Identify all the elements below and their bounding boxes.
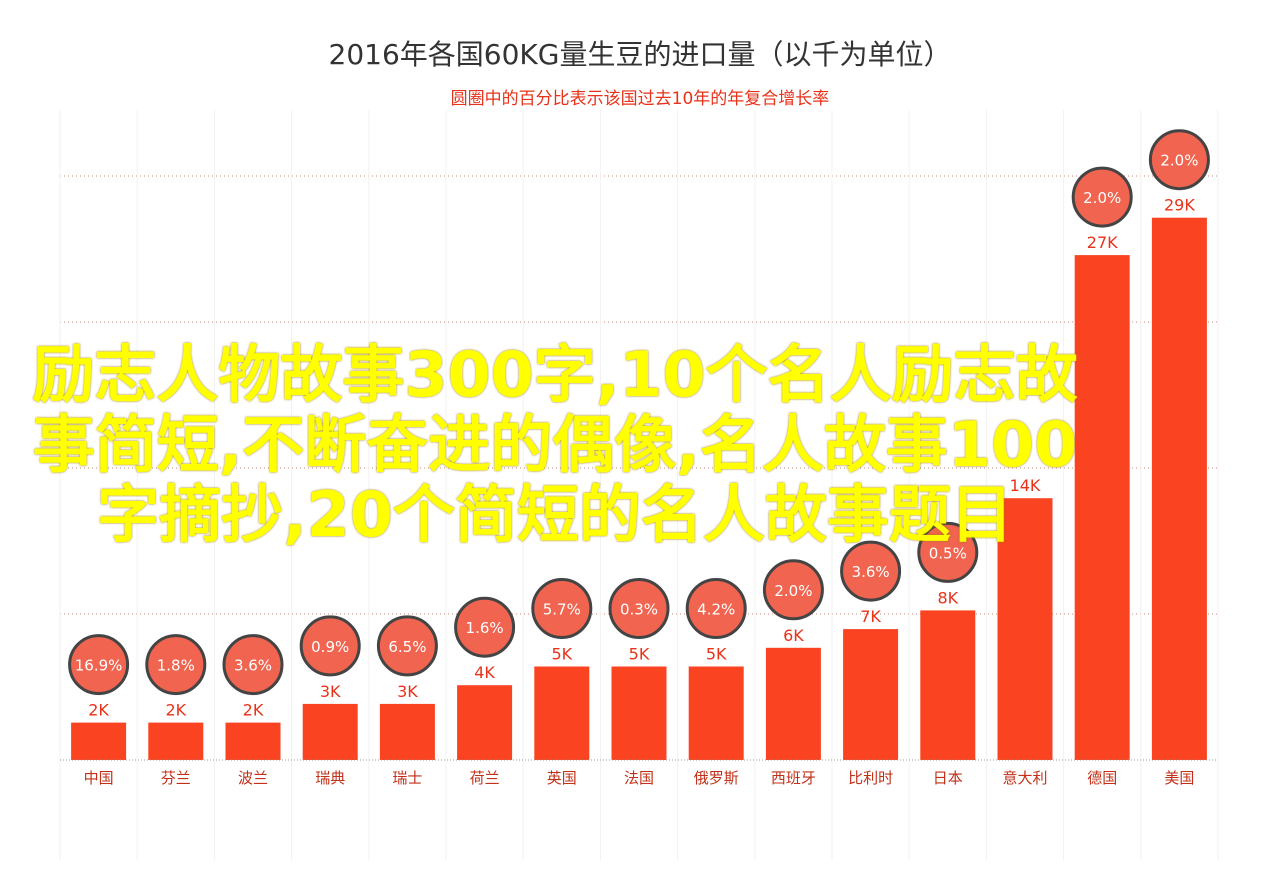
- cagr-circle: [608, 578, 670, 639]
- value-label: 29K: [1164, 196, 1195, 215]
- category-label: 德国: [1087, 769, 1117, 787]
- cagr-label: 2.0%: [1160, 152, 1198, 170]
- bar: [1074, 255, 1130, 760]
- value-label: 2K: [243, 701, 264, 720]
- category-label: 瑞典: [315, 769, 345, 787]
- cagr-circle: [376, 615, 438, 677]
- bar: [379, 703, 435, 760]
- category-label: 意大利: [1002, 769, 1047, 787]
- cagr-circles: 16.9% 1.8% 3.6% 0.9% 6.5% 1.6% 5.7% 0.3% 4.2% 2.0…: [68, 129, 1210, 696]
- bar: [920, 610, 976, 760]
- cagr-label: 0.3%: [620, 601, 658, 619]
- value-label: 5K: [706, 645, 727, 664]
- cagr-circle: [222, 634, 284, 696]
- bar: [457, 685, 513, 760]
- bar: [71, 722, 127, 760]
- value-label: 7K: [860, 607, 881, 626]
- category-label: 瑞士: [392, 769, 422, 787]
- category-label: 美国: [1164, 769, 1194, 787]
- category-label: 日本: [933, 769, 963, 787]
- cagr-label: 5.7%: [543, 601, 581, 619]
- cagr-circle: [762, 559, 824, 621]
- cagr-label: 1.6%: [466, 619, 504, 637]
- category-label: 英国: [547, 769, 577, 787]
- bar: [997, 498, 1053, 760]
- value-label: 3K: [397, 682, 418, 701]
- overlay-line: 事简短,不断奋进的偶像,名人故事100: [32, 408, 1078, 481]
- cagr-circle: [531, 578, 593, 639]
- cagr-label: 1.8%: [157, 657, 195, 675]
- cagr-label: 6.5%: [388, 638, 426, 656]
- cagr-label: 0.9%: [311, 638, 349, 656]
- value-label: 5K: [629, 645, 650, 664]
- category-label: 西班牙: [771, 769, 816, 787]
- category-label: 芬兰: [161, 769, 191, 787]
- value-label: 3K: [320, 682, 341, 701]
- value-label: 4K: [474, 663, 495, 682]
- category-label: 俄罗斯: [694, 769, 739, 787]
- data-labels: 2K 2K 2K 3K 3K 4K 5K 5K 5K 6K 7K 8K 14K 27K 29K: [88, 196, 1195, 720]
- cagr-circle: [1071, 166, 1133, 228]
- bar: [611, 666, 667, 760]
- bar: [148, 722, 204, 760]
- category-label: 荷兰: [470, 769, 500, 787]
- value-label: 2K: [88, 701, 109, 720]
- chart-subtitle: 圆圈中的百分比表示该国过去10年的年复合增长率: [451, 89, 830, 109]
- bar: [688, 666, 744, 760]
- value-label: 14K: [1010, 476, 1041, 495]
- value-label: 8K: [937, 588, 958, 607]
- cagr-label: 16.9%: [75, 657, 123, 675]
- cagr-label: 0.5%: [929, 544, 967, 562]
- bar: [225, 722, 281, 760]
- x-axis: 中国 芬兰 波兰 瑞典 瑞士 荷兰 英国 法国 俄罗斯 西班牙 比利时 日本 意大利 德国 美国: [60, 759, 1218, 787]
- value-label: 5K: [551, 645, 572, 664]
- category-label: 比利时: [848, 769, 893, 787]
- gridlines: [59, 110, 1219, 860]
- value-label: 27K: [1087, 233, 1118, 252]
- cagr-circle: [685, 578, 747, 639]
- chart-title: 2016年各国60KG量生豆的进口量（以千为单位）: [329, 38, 952, 71]
- cagr-circle: [68, 634, 130, 696]
- cagr-circle: [1148, 129, 1210, 191]
- cagr-label: 3.6%: [234, 657, 272, 675]
- cagr-label: 2.0%: [1083, 189, 1121, 207]
- cagr-label: 2.0%: [774, 582, 812, 600]
- bars: [71, 217, 1207, 760]
- bar: [765, 647, 821, 760]
- cagr-label: 4.2%: [697, 601, 735, 619]
- cagr-circle: [917, 521, 979, 583]
- cagr-circle: [145, 634, 207, 696]
- bar: [534, 666, 590, 760]
- overlay-headline: 励志人物故事300字,10个名人励志故 事简短,不断奋进的偶像,名人故事100 …: [0, 340, 1110, 550]
- cagr-circle: [454, 596, 516, 658]
- cagr-circle: [299, 615, 361, 677]
- cagr-circle: [840, 540, 902, 602]
- overlay-line: 励志人物故事300字,10个名人励志故: [32, 338, 1078, 411]
- bar: [1151, 217, 1207, 760]
- category-label: 波兰: [238, 769, 268, 787]
- bar: [302, 703, 358, 760]
- cagr-label: 3.6%: [852, 563, 890, 581]
- category-label: 中国: [84, 769, 114, 787]
- bar: [843, 629, 899, 760]
- overlay-line: 字摘抄,20个简短的名人故事题目: [97, 478, 1013, 551]
- category-label: 法国: [624, 769, 654, 787]
- value-label: 2K: [165, 701, 186, 720]
- value-label: 6K: [783, 626, 804, 645]
